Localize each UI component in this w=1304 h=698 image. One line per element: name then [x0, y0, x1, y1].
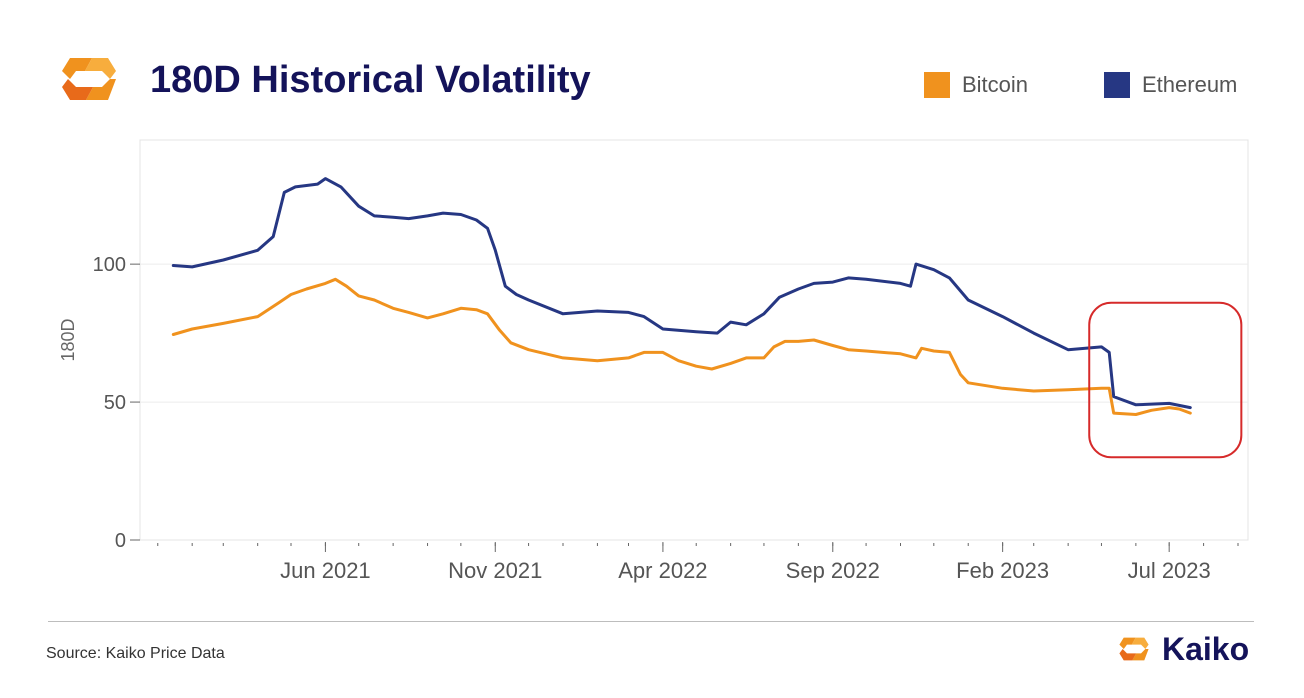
legend-swatch-bitcoin: [924, 72, 950, 98]
brand-name: Kaiko: [1162, 631, 1250, 667]
source-note: Source: Kaiko Price Data: [46, 645, 225, 662]
footer-divider: [48, 621, 1254, 622]
y-tick-label: 100: [93, 254, 126, 276]
x-tick-label: Nov 2021: [448, 558, 542, 583]
x-tick-label: Sep 2022: [786, 558, 880, 583]
x-tick-label: Jul 2023: [1128, 558, 1211, 583]
x-tick-label: Jun 2021: [280, 558, 371, 583]
x-tick-label: Apr 2022: [618, 558, 707, 583]
legend-label-bitcoin: Bitcoin: [962, 72, 1029, 97]
chart-title: 180D Historical Volatility: [150, 59, 591, 101]
kaiko-brand-icon: [1119, 637, 1149, 661]
brand-logo: Kaiko: [1114, 630, 1249, 668]
y-tick-label: 0: [115, 530, 126, 552]
series-line-bitcoin: [171, 277, 1192, 416]
kaiko-logo-icon: [62, 58, 116, 100]
y-tick-label: 50: [104, 392, 126, 414]
x-tick-label: Feb 2023: [956, 558, 1049, 583]
y-axis-label: 180D: [58, 318, 78, 361]
legend-item-ethereum: Ethereum: [1104, 72, 1237, 98]
legend-swatch-ethereum: [1104, 72, 1130, 98]
series-line-ethereum: [171, 177, 1192, 410]
highlight-box: [1088, 301, 1243, 459]
legend-label-ethereum: Ethereum: [1142, 72, 1238, 97]
legend-item-bitcoin: Bitcoin: [924, 72, 1028, 98]
plot-area: [139, 139, 1249, 541]
